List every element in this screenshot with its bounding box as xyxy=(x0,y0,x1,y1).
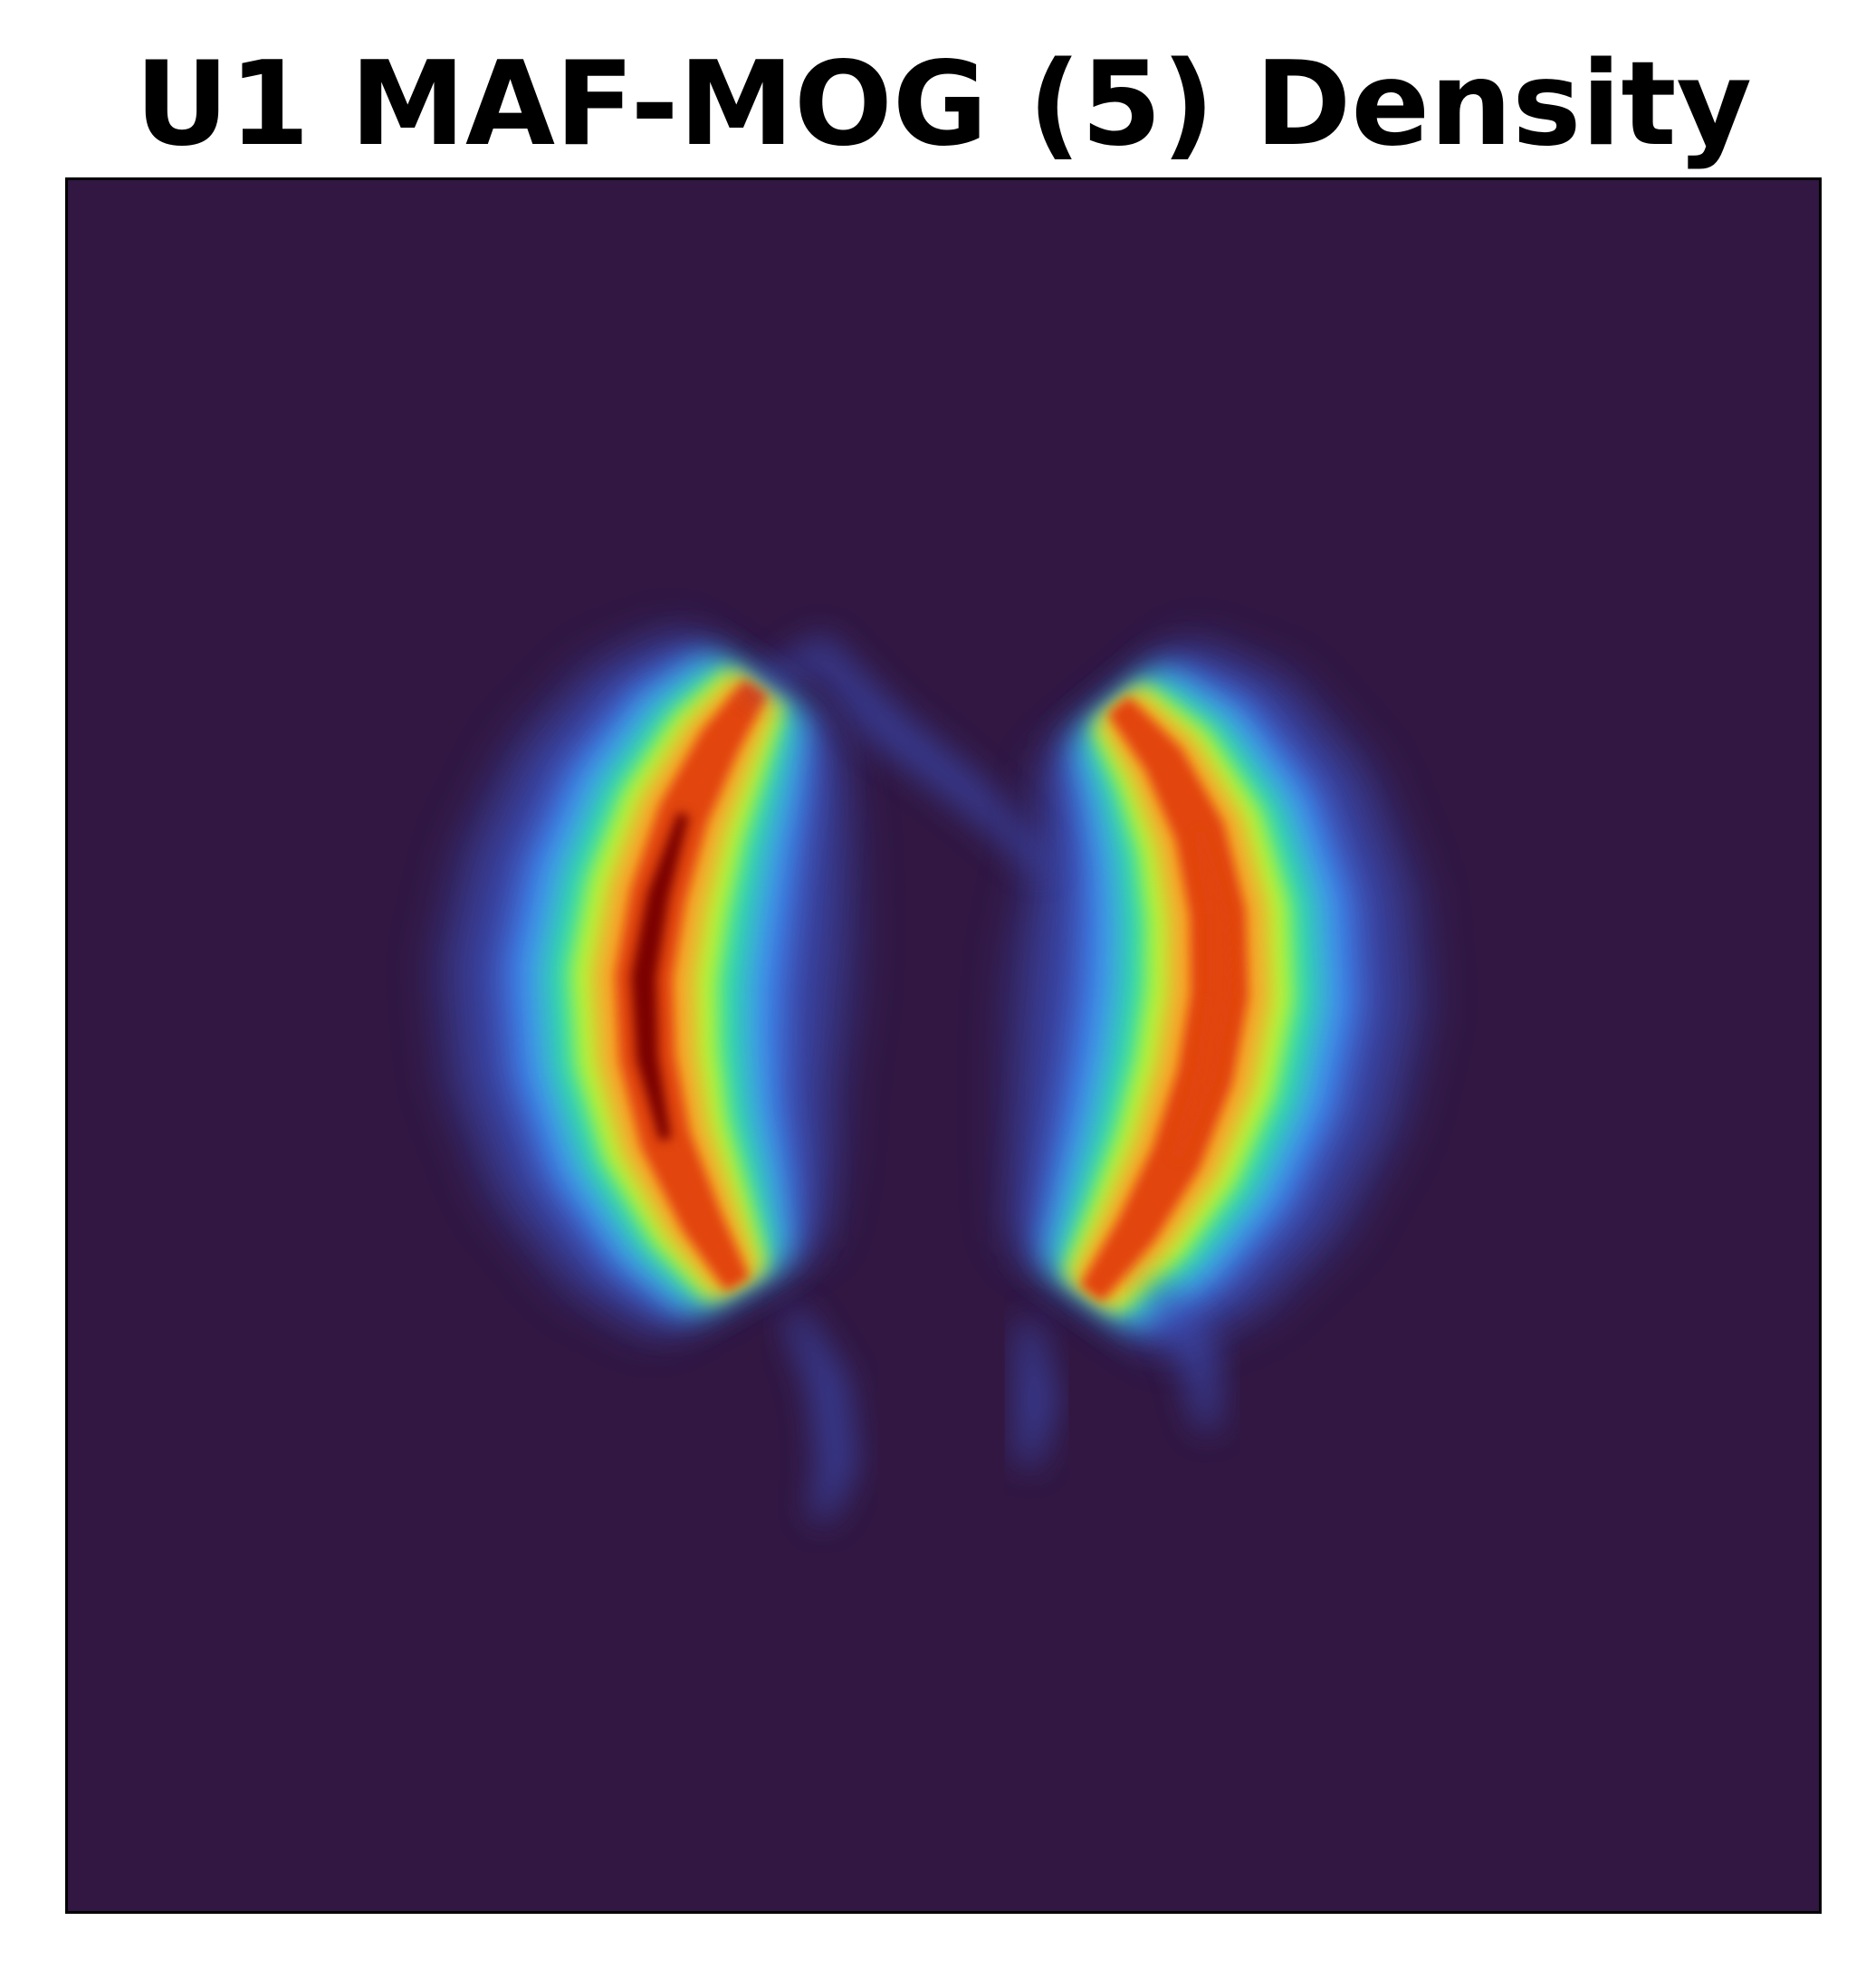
density-wisp-2 xyxy=(1017,1319,1057,1467)
density-wisp-1 xyxy=(783,1307,856,1524)
left-lobe-level-6 xyxy=(615,679,768,1292)
density-wisp-3 xyxy=(1146,1279,1219,1431)
left-lobe-peak xyxy=(631,812,690,1142)
density-wisp-0 xyxy=(751,634,1053,875)
density-background xyxy=(68,180,1819,1911)
density-heatmap xyxy=(68,180,1819,1911)
chart-title: U1 MAF-MOG (5) Density xyxy=(135,37,1752,172)
plot-area xyxy=(65,177,1822,1914)
right-lobe-peak xyxy=(1170,830,1232,1161)
density-lobes xyxy=(435,633,1428,1524)
left-lobe-level-5 xyxy=(593,674,776,1296)
